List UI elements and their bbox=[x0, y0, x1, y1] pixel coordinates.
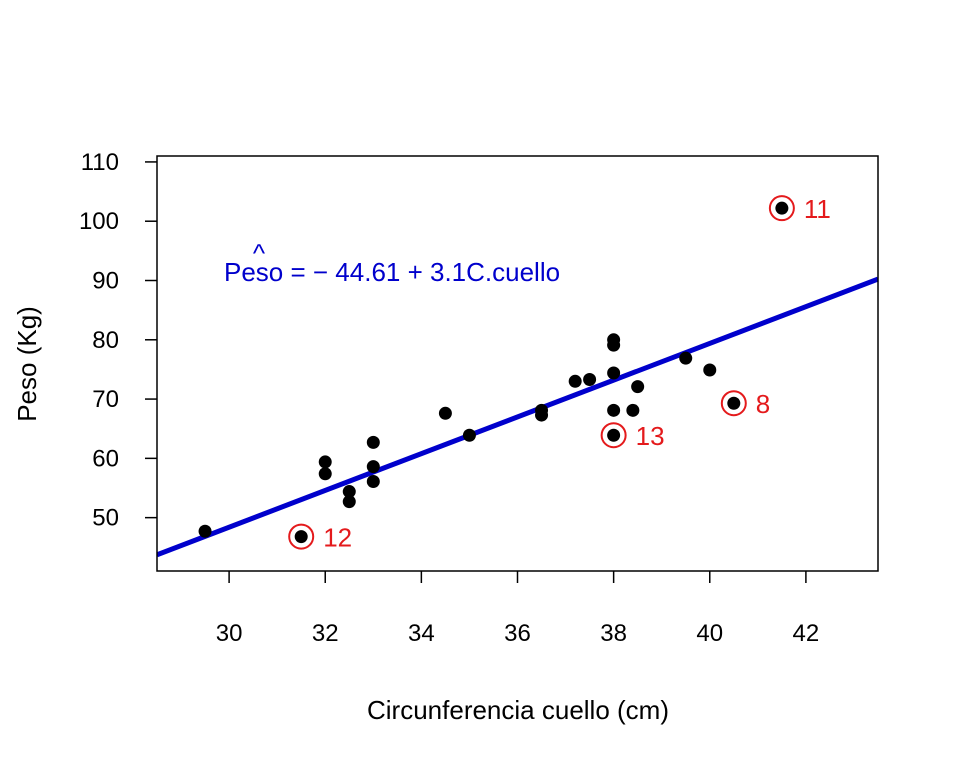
y-axis: 50 60 70 80 90 100 110 bbox=[79, 149, 157, 532]
x-tick-label: 30 bbox=[216, 620, 243, 647]
x-tick-label: 38 bbox=[600, 620, 627, 647]
data-point bbox=[366, 474, 380, 488]
data-point bbox=[366, 435, 380, 449]
data-point bbox=[607, 366, 621, 380]
y-tick-label: 110 bbox=[81, 149, 119, 176]
data-point bbox=[607, 403, 621, 417]
data-point bbox=[775, 201, 789, 215]
y-tick-label: 80 bbox=[92, 327, 119, 354]
data-point bbox=[318, 467, 332, 481]
data-point bbox=[366, 460, 380, 474]
y-tick-label: 70 bbox=[92, 386, 119, 413]
data-point bbox=[198, 524, 212, 538]
x-tick-label: 42 bbox=[793, 620, 820, 647]
plot-frame bbox=[156, 155, 879, 572]
data-point bbox=[607, 428, 621, 442]
data-point bbox=[462, 428, 476, 442]
x-tick-label: 32 bbox=[312, 620, 339, 647]
data-point bbox=[342, 485, 356, 499]
highlight-ring bbox=[768, 195, 795, 222]
data-point bbox=[626, 403, 640, 417]
data-point bbox=[342, 495, 356, 509]
data-point bbox=[727, 396, 741, 410]
data-point bbox=[703, 363, 717, 377]
highlight-ring bbox=[600, 422, 627, 449]
point-annotation: 8 bbox=[756, 389, 770, 419]
data-point bbox=[607, 338, 621, 352]
data-point bbox=[318, 455, 332, 469]
data-point bbox=[583, 373, 597, 387]
y-axis-title: Peso (Kg) bbox=[12, 306, 42, 422]
point-annotation: 11 bbox=[804, 194, 831, 224]
x-axis-title: Circunferencia cuello (cm) bbox=[367, 695, 669, 725]
y-tick-label: 90 bbox=[92, 268, 119, 295]
data-point bbox=[535, 408, 549, 422]
data-point bbox=[438, 406, 452, 420]
regression-line bbox=[157, 276, 878, 558]
highlight-ring bbox=[720, 390, 747, 417]
x-tick-label: 36 bbox=[504, 620, 531, 647]
y-tick-label: 50 bbox=[92, 505, 119, 532]
data-point bbox=[294, 530, 308, 544]
x-tick-label: 40 bbox=[696, 620, 723, 647]
point-annotation: 12 bbox=[323, 523, 352, 553]
point-annotation: 13 bbox=[636, 421, 665, 451]
data-point bbox=[631, 380, 645, 394]
regression-equation: Peso = − 44.61 + 3.1C.cuello bbox=[224, 257, 560, 287]
data-point bbox=[679, 351, 693, 365]
highlight-ring bbox=[288, 523, 315, 550]
x-axis: 30 32 34 36 38 40 42 bbox=[216, 571, 820, 647]
data-point bbox=[568, 374, 582, 388]
regression-equation-hat: ^ bbox=[253, 238, 266, 268]
x-tick-label: 34 bbox=[408, 620, 435, 647]
y-tick-label: 60 bbox=[92, 445, 119, 472]
y-tick-label: 100 bbox=[79, 208, 119, 235]
